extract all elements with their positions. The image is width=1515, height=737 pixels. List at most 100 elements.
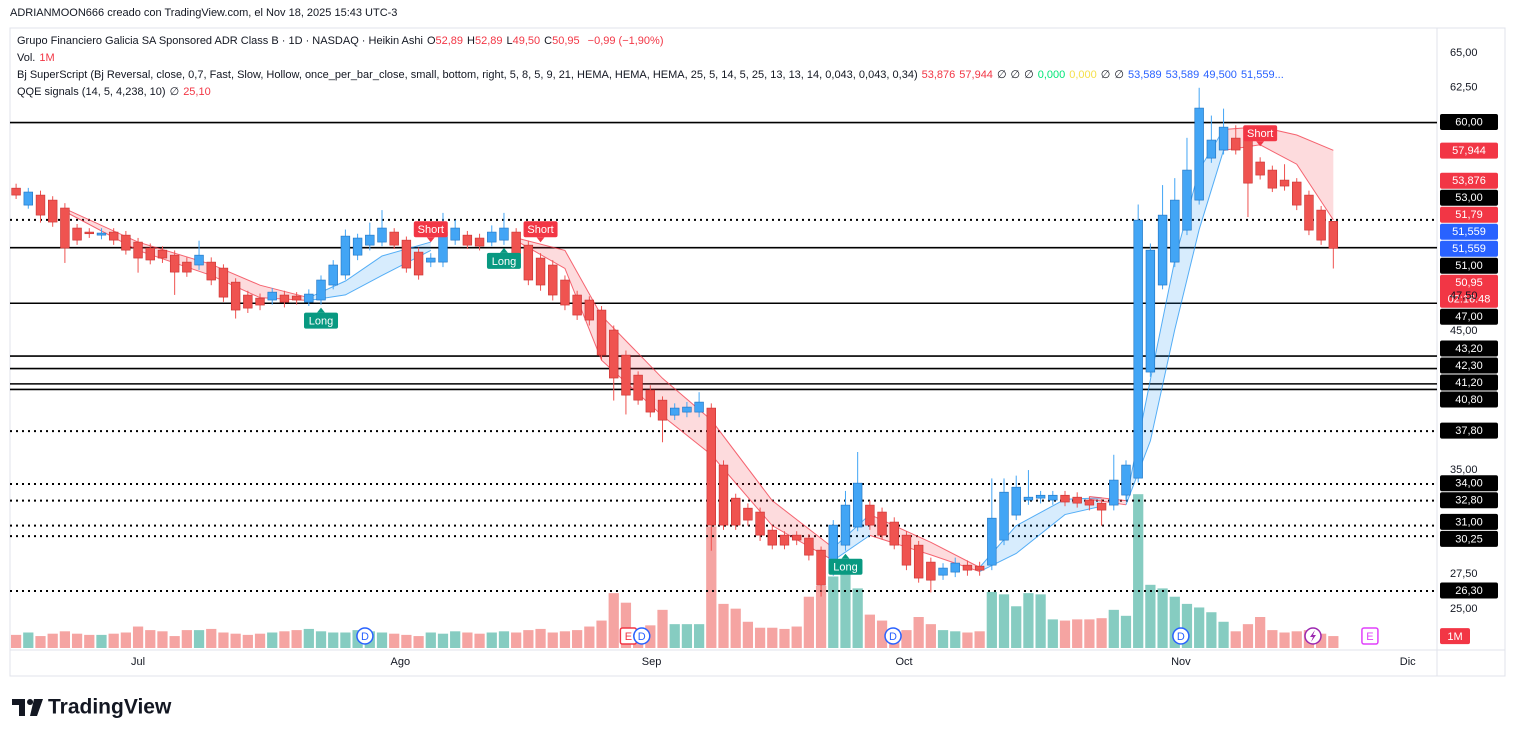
volume-bar [169,636,180,648]
candle-body [523,244,534,281]
signal-arrow [841,553,850,559]
indicator-value: ∅ [1010,69,1021,81]
candle-body [572,294,582,316]
candle-body [670,407,680,416]
price-label: 26,30 [1455,585,1483,597]
candle-body [1304,194,1314,231]
candle-body [157,249,168,259]
volume-bar [1206,612,1217,648]
price-label-box [1440,142,1498,159]
candle-body [779,534,790,546]
ribbon-fill [64,208,309,301]
candle-body [340,235,351,276]
volume-bar [1279,632,1290,648]
candle-body [1255,161,1265,176]
candle-body [901,534,912,566]
volume-bar [1328,636,1339,648]
volume-bar [852,588,863,648]
candle-body [218,267,229,298]
ohlc-value: 52,89 [435,35,464,47]
candle-body [791,534,802,541]
volume-bar [218,632,229,648]
candle-body [133,241,143,259]
candle-body [1096,502,1107,511]
volume-bar [1047,619,1058,648]
volume-bar [486,632,497,648]
candle-body [1157,214,1168,286]
volume-value: 1M [39,52,55,64]
volume-line: Vol. 1M [17,52,1437,64]
volume-bar [620,602,632,648]
volume-bar [547,632,558,648]
candle-body [47,199,58,223]
candle-body [1267,169,1278,189]
price-label: 51,559 [1452,243,1486,255]
price-label-box [1440,391,1498,408]
indicator-value: 49,500 [1203,69,1237,81]
ribbon-fill [1125,129,1224,505]
ribbon-edge [979,497,1102,568]
volume-bar [608,593,619,648]
signal-box [304,312,339,329]
price-label: 40,80 [1455,394,1483,406]
volume-bar [1035,594,1046,648]
volume-bar [498,631,510,648]
candle-body [255,297,265,306]
price-label: 53,00 [1455,192,1483,204]
ribbon-fill [1223,126,1334,220]
indicator-value: 53,589 [1127,69,1162,81]
candle-body [1060,494,1070,503]
volume-bar [925,624,936,648]
candle-body [60,207,70,249]
price-label: 51,00 [1455,260,1483,272]
price-label-box [1440,223,1498,240]
volume-bar [242,634,253,648]
candle-body [584,299,595,321]
candle-body [633,374,643,401]
indicator-value: ∅ [1114,69,1124,81]
signal-box [828,558,863,575]
ribbon-edge [1223,144,1334,221]
candle-body [755,511,765,536]
candle-body [743,507,753,521]
volume-label-box [1440,628,1470,645]
indicator-name: Bj SuperScript (Bj Reversal, close, 0,7,… [17,69,918,81]
event-label: D [361,631,369,643]
volume-bar [669,624,680,648]
event-icon [633,627,651,645]
volume-bar [389,633,400,648]
price-label: 31,00 [1455,516,1483,528]
volume-bar [828,576,839,648]
alert-bolt [1310,630,1316,642]
volume-bar [803,596,814,648]
symbol-line: Grupo Financiero Galicia SA Sponsored AD… [17,35,1437,47]
volume-bar [998,594,1010,648]
indicator-value: ∅ [996,69,1007,81]
volume-bar [950,631,961,648]
candle-body [974,565,985,571]
x-tick-label: Oct [895,656,912,668]
indicator-value: 25,10 [183,86,211,98]
ribbon-edge [979,505,1102,572]
candle-body [1145,249,1156,373]
candle-body [706,407,716,526]
price-label-box [1440,582,1498,599]
candle-body [84,231,94,235]
volume-bar [730,608,741,648]
volume-bar [59,631,71,648]
price-label-box [1440,308,1498,325]
ribbon-edge [832,514,871,549]
candle-body [1109,479,1119,506]
ribbon-layer [64,126,1334,573]
volume-name: Vol. [17,52,36,64]
signal-arrow [1256,141,1265,147]
ribbon-fill [308,242,431,301]
volume-bar [328,632,339,648]
candle-body [913,544,924,579]
candle-body [1170,199,1180,263]
volume-bar [267,632,278,648]
signal-arrow [536,237,545,243]
volume-bar [474,633,485,648]
indicator-value: ∅ [1024,69,1034,81]
